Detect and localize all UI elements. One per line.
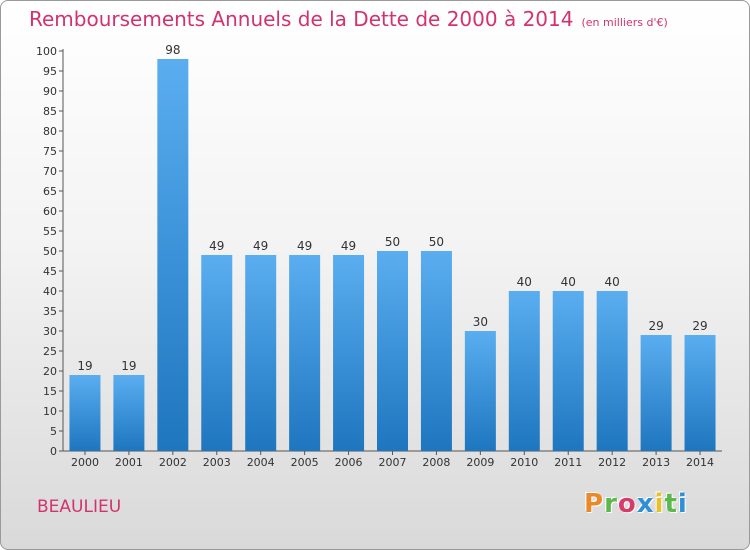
proxiti-logo[interactable]: Proxiti: [584, 489, 688, 519]
data-label-2005: 49: [297, 239, 312, 253]
y-tick-label: 40: [43, 285, 57, 298]
data-label-2000: 19: [77, 359, 92, 373]
chart-title-text: Remboursements Annuels de la Dette de 20…: [29, 7, 574, 31]
x-tick-label-2014: 2014: [686, 456, 714, 469]
bar-2011: [552, 291, 584, 451]
y-tick-label: 65: [43, 185, 57, 198]
data-label-2011: 40: [561, 275, 576, 289]
chart-title: Remboursements Annuels de la Dette de 20…: [29, 7, 668, 31]
chart-labels: 19 2000 19 2001 98 2002 49 2003 49 2004 49 2005 49 20…: [71, 43, 714, 469]
data-label-2004: 49: [253, 239, 268, 253]
logo-letter: o: [617, 489, 637, 519]
logo-letter: t: [664, 489, 678, 519]
data-label-2008: 50: [429, 235, 444, 249]
x-tick-label-2005: 2005: [291, 456, 319, 469]
y-tick-label: 85: [43, 105, 57, 118]
chart-axes: 0 5 10 15 20 25 30 35 40 45 50 55 60 65 70 75 80 85 90 95 10…: [36, 45, 722, 458]
bar-2014: [684, 335, 716, 451]
y-tick-label: 80: [43, 125, 57, 138]
x-tick-label-2010: 2010: [510, 456, 538, 469]
data-label-2003: 49: [209, 239, 224, 253]
bar-2008: [420, 251, 452, 451]
y-tick-label: 5: [50, 425, 57, 438]
place-name: BEAULIEU: [37, 497, 122, 517]
y-tick-label: 55: [43, 225, 57, 238]
y-tick-label: 95: [43, 65, 57, 78]
y-tick-label: 35: [43, 305, 57, 318]
y-tick-label: 25: [43, 345, 57, 358]
y-tick-label: 0: [50, 445, 57, 458]
y-tick-label: 100: [36, 45, 57, 58]
bar-2010: [508, 291, 540, 451]
logo-letter: i: [677, 489, 688, 519]
bar-2004: [245, 255, 277, 451]
data-label-2013: 29: [648, 319, 663, 333]
data-label-2007: 50: [385, 235, 400, 249]
x-tick-label-2006: 2006: [335, 456, 363, 469]
data-label-2010: 40: [517, 275, 532, 289]
bar-2002: [157, 59, 189, 451]
y-tick-label: 75: [43, 145, 57, 158]
logo-letter: r: [604, 489, 618, 519]
bar-2009: [464, 331, 496, 451]
x-tick-label-2001: 2001: [115, 456, 143, 469]
bar-2012: [596, 291, 628, 451]
x-tick-label-2013: 2013: [642, 456, 670, 469]
x-tick-label-2009: 2009: [466, 456, 494, 469]
x-tick-label-2012: 2012: [598, 456, 626, 469]
y-tick-label: 60: [43, 205, 57, 218]
logo-letter: P: [584, 489, 605, 519]
x-tick-label-2003: 2003: [203, 456, 231, 469]
data-label-2006: 49: [341, 239, 356, 253]
chart-bars: [69, 59, 716, 451]
data-label-2002: 98: [165, 43, 180, 57]
bar-2001: [113, 375, 145, 451]
bar-2006: [333, 255, 365, 451]
x-tick-label-2000: 2000: [71, 456, 99, 469]
x-tick-label-2002: 2002: [159, 456, 187, 469]
y-tick-label: 10: [43, 405, 57, 418]
data-label-2001: 19: [121, 359, 136, 373]
bar-2003: [201, 255, 233, 451]
x-tick-label-2004: 2004: [247, 456, 275, 469]
y-tick-label: 70: [43, 165, 57, 178]
bar-2000: [69, 375, 101, 451]
bar-2005: [289, 255, 321, 451]
bar-2013: [640, 335, 672, 451]
data-label-2009: 30: [473, 315, 488, 329]
bar-2007: [377, 251, 408, 451]
logo-letter: x: [636, 489, 655, 519]
x-tick-label-2011: 2011: [554, 456, 582, 469]
data-label-2014: 29: [692, 319, 707, 333]
x-tick-label-2008: 2008: [422, 456, 450, 469]
y-tick-label: 30: [43, 325, 57, 338]
y-tick-label: 50: [43, 245, 57, 258]
y-tick-label: 15: [43, 385, 57, 398]
y-tick-label: 90: [43, 85, 57, 98]
chart-subtitle: (en milliers d'€): [581, 16, 668, 29]
x-tick-label-2007: 2007: [379, 456, 407, 469]
y-tick-label: 20: [43, 365, 57, 378]
logo-letter: i: [654, 489, 665, 519]
data-label-2012: 40: [605, 275, 620, 289]
y-tick-label: 45: [43, 265, 57, 278]
